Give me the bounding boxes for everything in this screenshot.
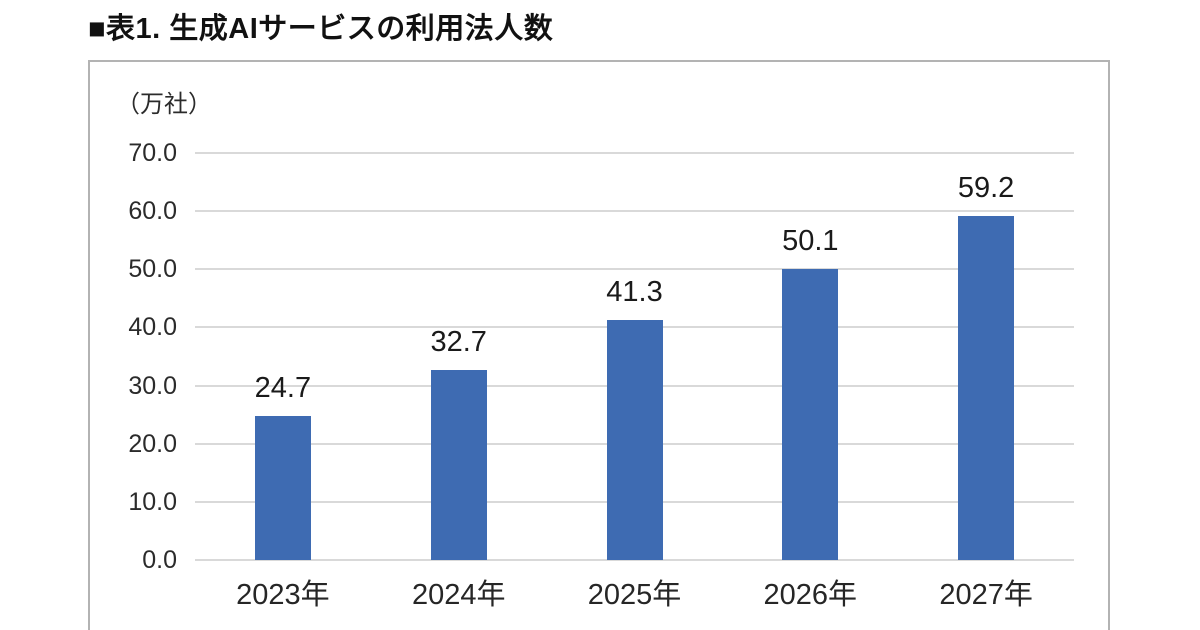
y-axis-unit-label: （万社）	[116, 91, 212, 118]
y-tick-label: 40.0	[128, 313, 177, 342]
x-axis-label: 2025年	[587, 579, 682, 611]
y-tick-label: 50.0	[128, 255, 177, 284]
bar	[958, 215, 1015, 560]
chart-frame: （万社） 0.0 10.0 20.0 30.0 40.0 50.0 60.0 70.0 24.7…	[88, 60, 1110, 630]
bar-value-label: 50.1	[782, 224, 839, 257]
x-axis-label: 2027年	[939, 579, 1033, 611]
y-tick-label: 30.0	[128, 371, 177, 400]
gridline	[195, 210, 1074, 213]
x-axis-label: 2023年	[236, 579, 330, 611]
bar	[782, 268, 839, 560]
bar	[430, 369, 487, 560]
y-tick-label: 0.0	[142, 546, 177, 574]
y-tick-label: 20.0	[128, 429, 177, 458]
gridline	[195, 152, 1074, 154]
bar	[254, 416, 311, 560]
y-tick-label: 60.0	[128, 197, 177, 226]
x-axis-label: 2024年	[411, 579, 506, 611]
gridline	[195, 559, 1074, 561]
y-tick-label: 10.0	[128, 487, 177, 516]
chart-title: ■表1. 生成AIサービスの利用法人数	[88, 13, 554, 45]
bar-value-label: 59.2	[957, 171, 1015, 204]
plot-area: 0.0 10.0 20.0 30.0 40.0 50.0 60.0 70.0 24.7 2023年…	[90, 62, 1108, 630]
y-tick-label: 70.0	[128, 139, 177, 167]
x-axis-label: 2026年	[763, 579, 858, 611]
bar-value-label: 24.7	[254, 372, 312, 405]
bar-value-label: 32.7	[430, 325, 487, 358]
gridline	[195, 268, 1074, 271]
bar	[606, 319, 663, 560]
bar-value-label: 41.3	[606, 275, 663, 308]
